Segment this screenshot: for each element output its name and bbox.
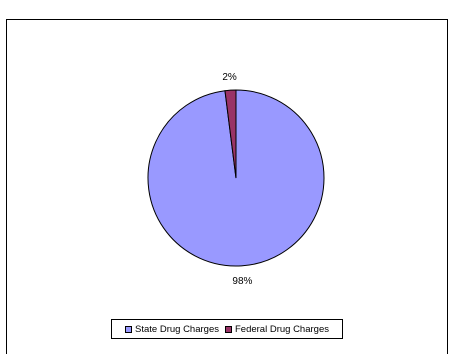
pie-slice-federal: [224, 89, 237, 179]
legend: State Drug Charges Federal Drug Charges: [111, 319, 343, 339]
legend-item-state: State Drug Charges: [125, 324, 219, 335]
legend-item-federal: Federal Drug Charges: [224, 323, 329, 335]
legend-swatch-federal: [224, 325, 232, 333]
legend-label-federal: Federal Drug Charges: [234, 323, 329, 335]
legend-label-state: State Drug Charges: [135, 323, 219, 335]
data-label-state: 98%: [232, 276, 252, 287]
legend-swatch-state: [125, 325, 133, 333]
data-label-federal: 2%: [222, 72, 237, 83]
chart-frame: [6, 19, 448, 354]
